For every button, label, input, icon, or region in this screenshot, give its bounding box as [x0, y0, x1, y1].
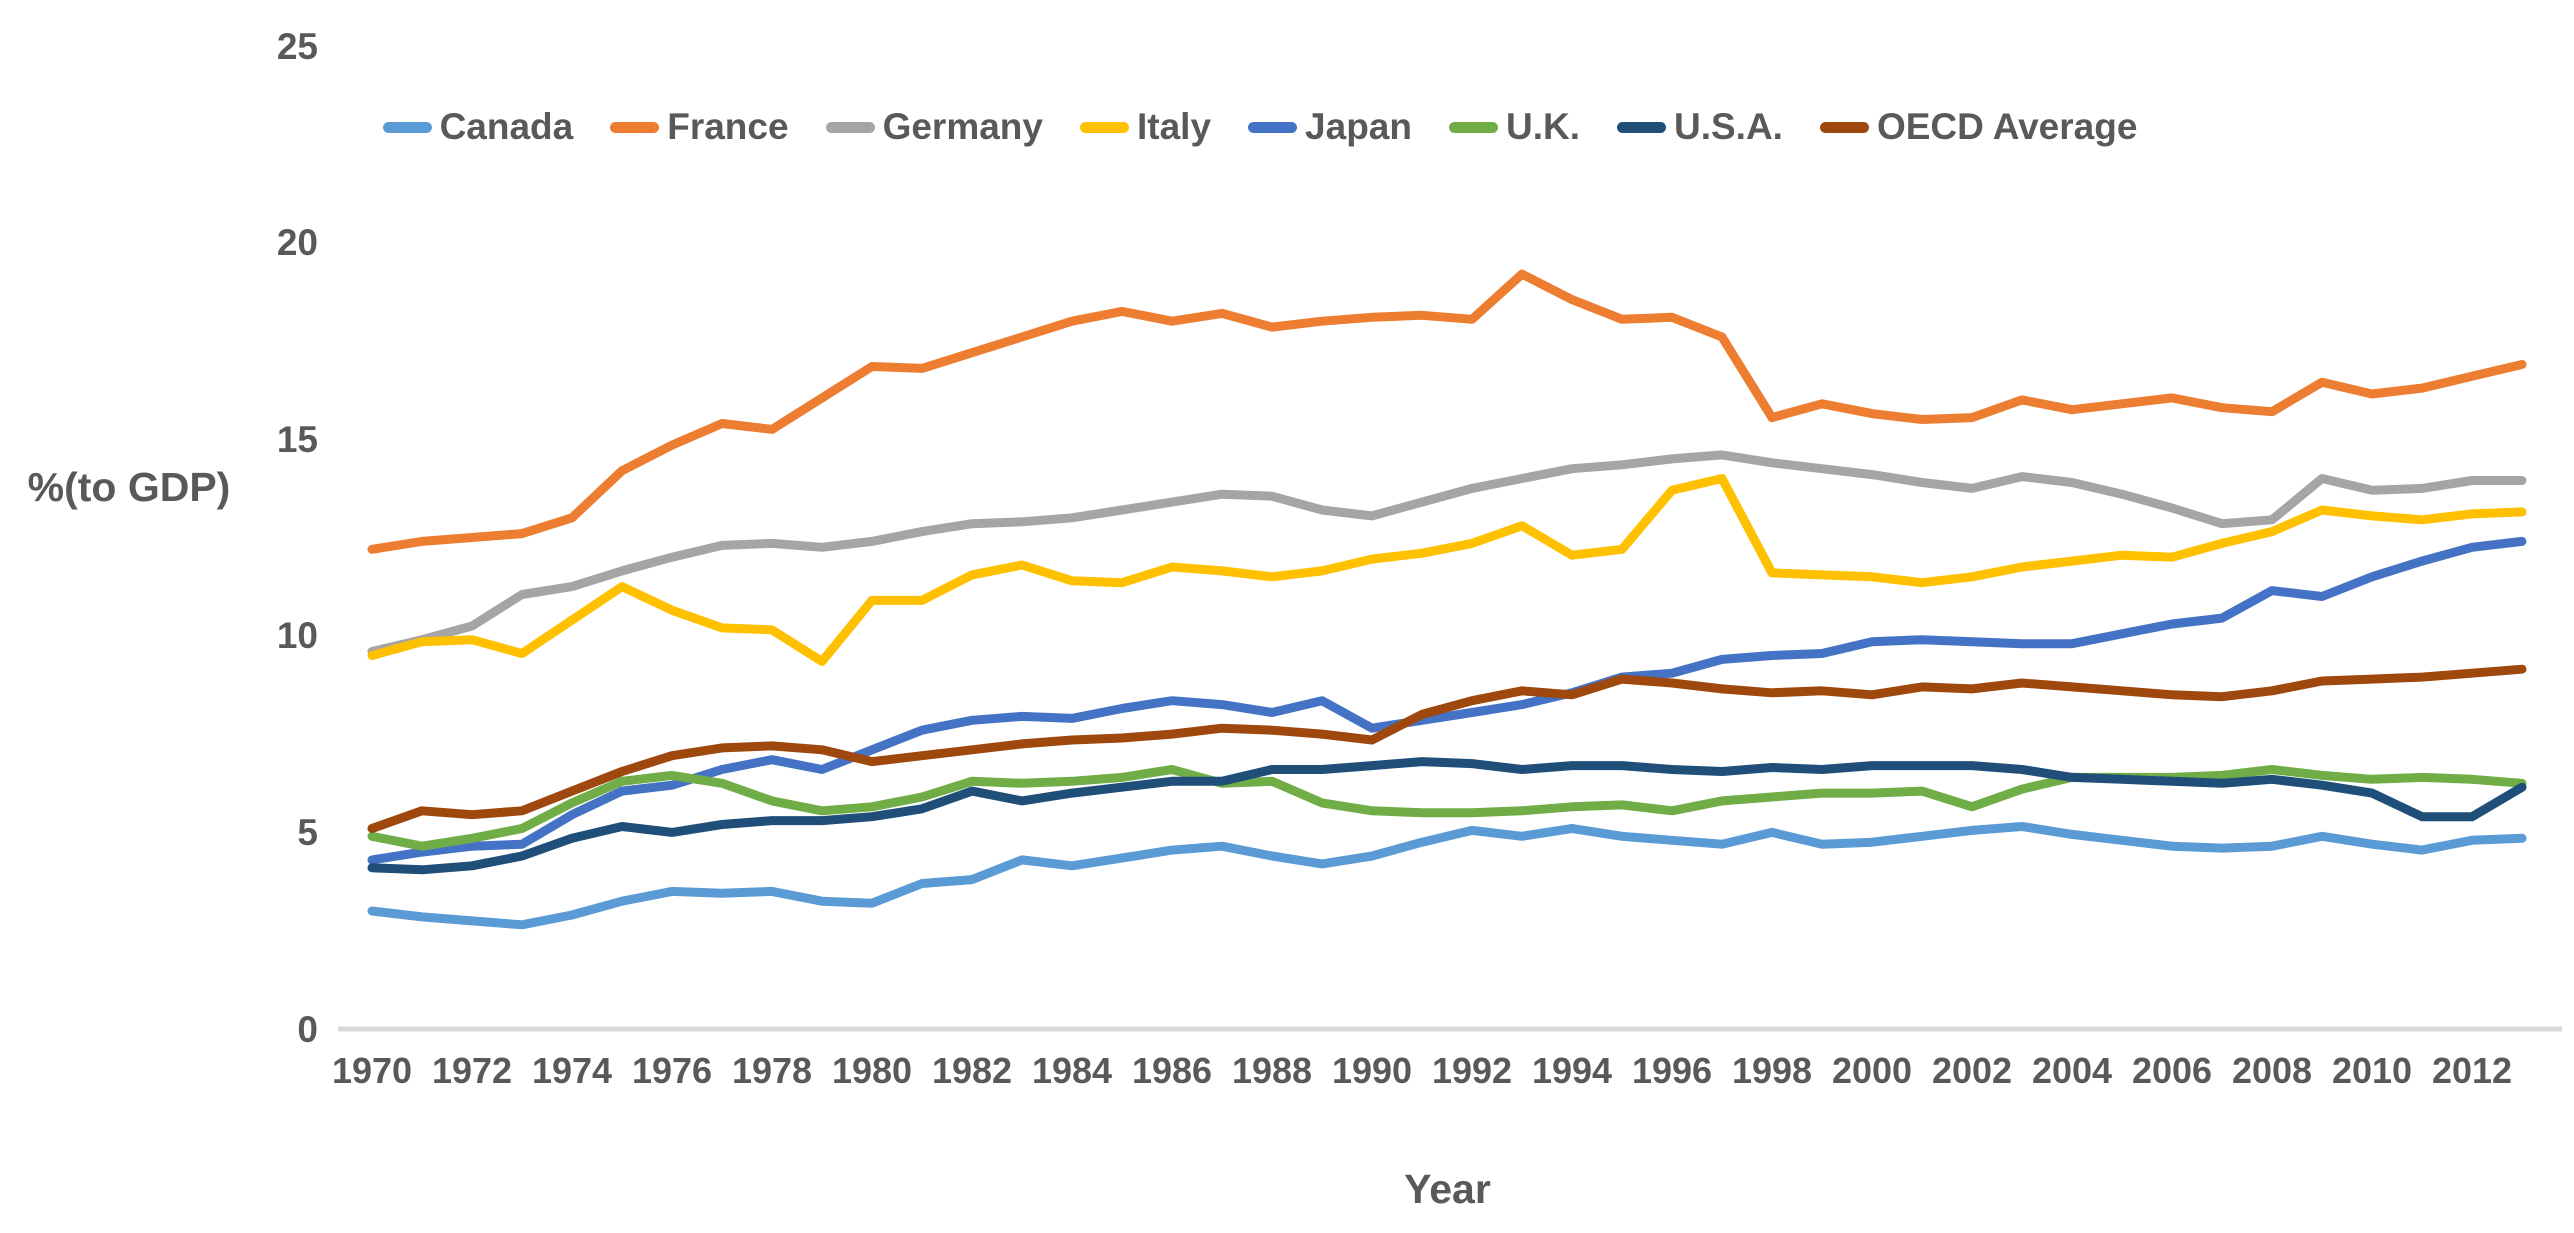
x-axis-tick-label-1986: 1986: [1131, 1050, 1213, 1091]
x-axis-tick-label-1982: 1982: [931, 1050, 1013, 1091]
legend-item-italy: Italy: [1080, 106, 1211, 148]
legend-swatch-canada: [382, 121, 432, 133]
x-axis-tick-label-2006: 2006: [2131, 1050, 2213, 1091]
legend-item-oecd-average: OECD Average: [1819, 106, 2138, 148]
legend-swatch-germany: [825, 121, 875, 133]
x-axis-tick-label-1988: 1988: [1231, 1050, 1313, 1091]
legend-label-oecd-average: OECD Average: [1876, 106, 2138, 147]
series-line-france: [367, 269, 2527, 554]
x-axis-tick-label-1972: 1972: [431, 1050, 513, 1091]
x-axis-tick-label-2002: 2002: [1931, 1050, 2013, 1091]
legend-item-japan: Japan: [1248, 106, 1412, 148]
y-axis-title: %(to GDP): [27, 464, 231, 510]
x-axis-tick-label-2008: 2008: [2231, 1050, 2313, 1091]
x-axis-tick-label-1994: 1994: [1531, 1050, 1613, 1091]
series-line-japan: [367, 536, 2527, 865]
x-axis-tick-label-1978: 1978: [731, 1050, 813, 1091]
legend-swatch-italy: [1080, 121, 1129, 133]
legend-label-france: France: [667, 106, 789, 147]
x-axis-tick-label-1974: 1974: [531, 1050, 613, 1091]
series-line-germany: [367, 450, 2527, 656]
x-axis-tick-label-1996: 1996: [1631, 1050, 1713, 1091]
legend-swatch-france: [610, 121, 660, 133]
y-axis-tick-label-5: 5: [297, 812, 318, 853]
y-axis-tick-label-15: 15: [276, 419, 318, 460]
legend-item-u-s-a: U.S.A.: [1616, 106, 1783, 148]
x-axis-tick-label-1970: 1970: [331, 1050, 413, 1091]
legend-label-germany: Germany: [882, 106, 1043, 147]
legend-swatch-u-s-a: [1616, 121, 1666, 133]
x-axis-tick-label-1998: 1998: [1731, 1050, 1813, 1091]
legend-swatch-oecd-average: [1819, 121, 1869, 133]
y-axis-tick-label-25: 25: [276, 26, 318, 67]
legend-label-canada: Canada: [439, 106, 574, 147]
x-axis-tick-label-1984: 1984: [1031, 1050, 1113, 1091]
x-axis-tick-label-1976: 1976: [631, 1050, 713, 1091]
legend: Canada France Germany Italy Japan U.K. U.S.A. O…: [330, 106, 2190, 148]
x-axis-tick-label-2000: 2000: [1831, 1050, 1913, 1091]
series-line-oecd-average: [367, 664, 2527, 833]
legend-label-u-k: U.K.: [1505, 106, 1580, 147]
legend-item-germany: Germany: [825, 106, 1043, 148]
x-axis-tick-label-2012: 2012: [2431, 1050, 2513, 1091]
series-line-canada: [367, 822, 2527, 930]
y-axis-tick-label-0: 0: [297, 1009, 318, 1050]
legend-label-u-s-a: U.S.A.: [1673, 106, 1783, 147]
x-axis-tick-label-1992: 1992: [1431, 1050, 1513, 1091]
legend-item-canada: Canada: [382, 106, 574, 148]
x-axis-tick-label-2010: 2010: [2331, 1050, 2413, 1091]
y-axis-tick-label-10: 10: [276, 615, 318, 656]
y-axis-tick-label-20: 20: [276, 222, 318, 263]
x-axis-tick-label-1980: 1980: [831, 1050, 913, 1091]
legend-swatch-japan: [1248, 121, 1298, 133]
x-axis-title: Year: [1404, 1166, 1491, 1212]
series-line-italy: [367, 474, 2527, 666]
legend-label-italy: Italy: [1137, 106, 1212, 147]
series-line-u-s-a: [367, 757, 2527, 875]
legend-label-japan: Japan: [1305, 106, 1412, 147]
legend-item-u-k: U.K.: [1448, 106, 1580, 148]
plot-lines: [367, 269, 2527, 930]
x-axis-tick-label-2004: 2004: [2031, 1050, 2113, 1091]
x-axis-tick-label-1990: 1990: [1331, 1050, 1413, 1091]
legend-swatch-u-k: [1448, 121, 1498, 133]
legend-item-france: France: [610, 106, 789, 148]
